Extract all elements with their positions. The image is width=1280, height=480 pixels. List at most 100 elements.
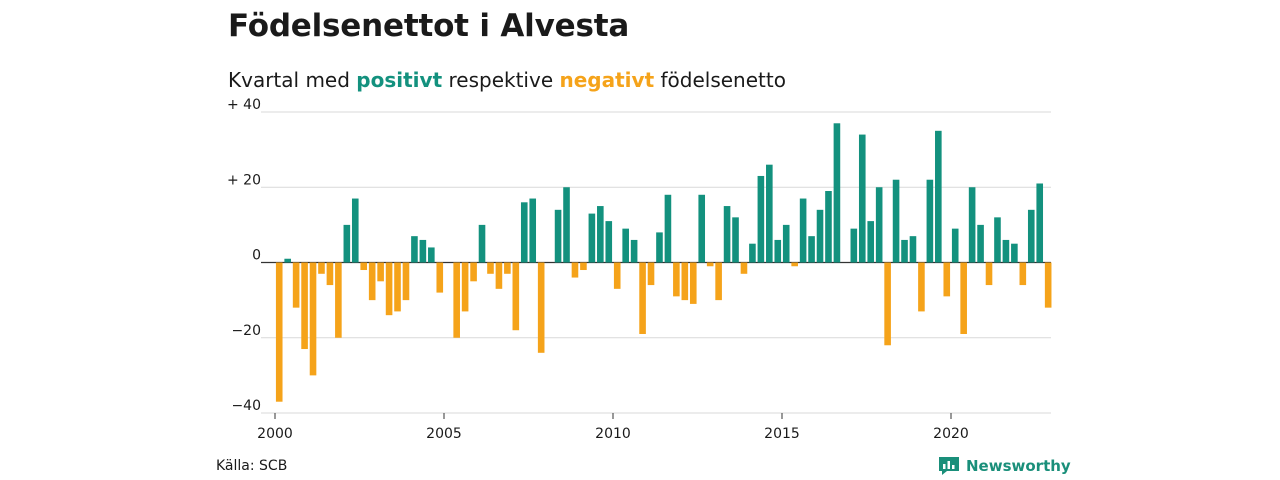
y-tick-label: + 40 xyxy=(227,97,261,113)
bar xyxy=(529,198,537,263)
bar xyxy=(630,239,638,263)
bar xyxy=(470,262,477,282)
gridlines xyxy=(261,111,1051,414)
bar xyxy=(292,262,300,308)
bar xyxy=(664,194,672,263)
y-tick-label: + 20 xyxy=(227,172,261,188)
bar xyxy=(994,217,1001,263)
subtitle-middle: respektive xyxy=(448,68,554,92)
bar xyxy=(385,262,393,316)
bar xyxy=(597,206,604,263)
bar xyxy=(740,262,748,274)
bar xyxy=(1002,239,1010,263)
bar xyxy=(1011,243,1018,263)
bar xyxy=(419,239,427,263)
bar xyxy=(1044,262,1052,308)
bar xyxy=(791,262,798,267)
bar xyxy=(875,187,883,263)
bar xyxy=(799,198,807,263)
bar xyxy=(715,262,722,301)
bar xyxy=(360,262,368,271)
bar xyxy=(394,262,401,312)
bar xyxy=(275,262,283,402)
bar xyxy=(909,236,917,263)
bar xyxy=(951,228,959,263)
subtitle-positive: positivt xyxy=(356,68,443,92)
bar xyxy=(825,191,832,263)
bar xyxy=(723,206,731,263)
bar xyxy=(689,262,697,304)
bar xyxy=(808,236,815,263)
bar xyxy=(884,262,891,346)
bar xyxy=(368,262,376,301)
brand-logo: Newsworthy xyxy=(938,456,1071,476)
x-tick-label: 2020 xyxy=(933,426,969,442)
bar xyxy=(681,262,689,301)
chart-subtitle: Kvartal med positivt respektive negativt… xyxy=(228,68,786,92)
bar xyxy=(732,217,739,263)
bar xyxy=(554,209,562,263)
bar xyxy=(757,175,765,263)
bar xyxy=(867,221,875,263)
bar xyxy=(335,262,342,338)
bar xyxy=(428,247,435,263)
bar xyxy=(926,179,934,263)
bars xyxy=(275,123,1052,402)
bar xyxy=(706,262,714,267)
subtitle-end: födelsenetto xyxy=(660,68,786,92)
newsworthy-icon xyxy=(939,457,959,475)
bar xyxy=(284,258,291,263)
bar xyxy=(571,262,579,278)
bar xyxy=(436,262,444,293)
bar xyxy=(301,262,308,350)
bar xyxy=(647,262,655,286)
bar xyxy=(309,262,317,376)
bar xyxy=(960,262,967,334)
bar xyxy=(985,262,993,286)
bar xyxy=(766,164,773,263)
chart-title: Födelsenettot i Alvesta xyxy=(228,8,630,44)
x-tick-label: 2015 xyxy=(764,426,800,442)
bar xyxy=(520,202,528,263)
y-tick-label: 0 xyxy=(252,248,261,264)
bar xyxy=(774,239,782,263)
bar xyxy=(901,239,908,263)
x-tick-label: 2000 xyxy=(257,426,293,442)
bar xyxy=(495,262,503,289)
bar xyxy=(478,224,486,263)
bar xyxy=(487,262,494,274)
bar xyxy=(580,262,587,271)
subtitle-start: Kvartal med xyxy=(228,68,350,92)
bar xyxy=(968,187,976,263)
bar xyxy=(833,123,841,263)
bar xyxy=(816,209,824,263)
bar xyxy=(943,262,951,297)
bar xyxy=(411,236,418,263)
bar xyxy=(977,224,984,263)
bar xyxy=(1019,262,1027,286)
bar xyxy=(850,228,858,263)
bar xyxy=(935,130,942,263)
bar xyxy=(1027,209,1035,263)
bar xyxy=(343,224,351,263)
bar xyxy=(698,194,706,263)
bar xyxy=(588,213,596,263)
y-tick-label: −20 xyxy=(231,323,261,339)
bar xyxy=(402,262,410,301)
bar xyxy=(537,262,545,353)
bar xyxy=(605,221,613,263)
x-tick-label: 2005 xyxy=(426,426,462,442)
bar xyxy=(461,262,469,312)
bar xyxy=(326,262,334,286)
axes: + 40 + 20 0 −20 −40 2000 2005 2010 2015 2020 xyxy=(227,97,969,442)
x-tick-label: 2010 xyxy=(595,426,631,442)
bar xyxy=(563,187,570,263)
source-note: Källa: SCB xyxy=(216,458,288,474)
bar xyxy=(613,262,621,289)
bar xyxy=(656,232,663,263)
subtitle-negative: negativt xyxy=(559,68,655,92)
bar xyxy=(453,262,460,338)
bar xyxy=(1036,183,1044,263)
bar xyxy=(639,262,646,334)
bar xyxy=(749,243,756,263)
